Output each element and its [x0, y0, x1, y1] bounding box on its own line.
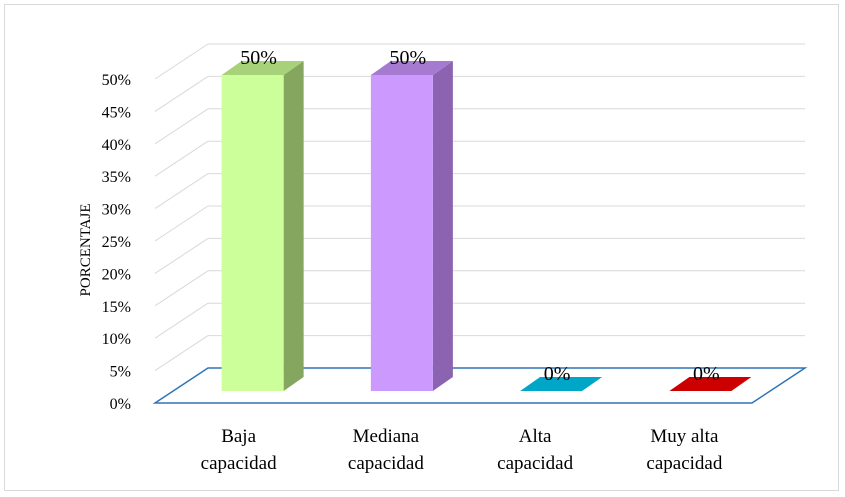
y-tick-label: 10% [102, 331, 131, 348]
category-label: capacidad [201, 453, 277, 474]
gridline-side [154, 237, 209, 274]
bar-top [370, 61, 453, 75]
gridline-side [154, 205, 209, 242]
gridline-side [154, 43, 209, 80]
bar [370, 61, 453, 391]
data-label: 0% [693, 363, 720, 385]
floor-outline [152, 367, 808, 404]
y-axis-label: PORCENTAJE [78, 204, 94, 297]
data-label: 50% [240, 47, 277, 69]
y-axis-ticks: 0% 5% 10% 15% 20% 25% 30% 35% 40% 45% 50% [102, 72, 131, 413]
category-label: Mediana [353, 426, 420, 447]
y-tick-label: 50% [102, 72, 131, 89]
category-label: capacidad [348, 453, 424, 474]
bar-front [370, 75, 433, 391]
y-tick-label: 45% [102, 104, 131, 121]
gridline-side [154, 335, 209, 372]
y-tick-label: 5% [110, 364, 131, 381]
category-label: capacidad [646, 453, 722, 474]
y-tick-label: 25% [102, 234, 131, 251]
category-labels: Baja capacidad Mediana capacidad Alta capacid… [201, 426, 723, 474]
category-label: Alta [519, 426, 552, 447]
bar-top [221, 61, 304, 75]
gridline-side [154, 302, 209, 339]
category-label: Muy alta [650, 426, 719, 447]
y-tick-label: 20% [102, 266, 131, 283]
data-label: 50% [390, 47, 427, 69]
y-tick-label: 30% [102, 202, 131, 219]
bar-top [520, 377, 603, 391]
bar [520, 377, 603, 391]
bars [221, 61, 752, 391]
gridline-side [154, 173, 209, 210]
data-label: 0% [544, 363, 571, 385]
gridlines [154, 43, 805, 372]
gridline-side [154, 75, 209, 112]
category-label: capacidad [497, 453, 573, 474]
gridline-side [154, 270, 209, 307]
y-tick-label: 40% [102, 137, 131, 154]
bar-front [221, 75, 284, 391]
bar [221, 61, 304, 391]
bar-side [283, 61, 304, 391]
y-tick-label: 35% [102, 169, 131, 186]
bar-top [669, 377, 752, 391]
bar-side [432, 61, 453, 391]
gridline-side [154, 140, 209, 177]
bar [669, 377, 752, 391]
gridline-side [154, 108, 209, 145]
data-labels: 50% 50% 0% 0% [240, 47, 719, 385]
category-label: Baja [221, 426, 256, 447]
y-tick-label: 15% [102, 299, 131, 316]
chart-floor [152, 367, 808, 404]
y-tick-label: 0% [110, 396, 131, 413]
